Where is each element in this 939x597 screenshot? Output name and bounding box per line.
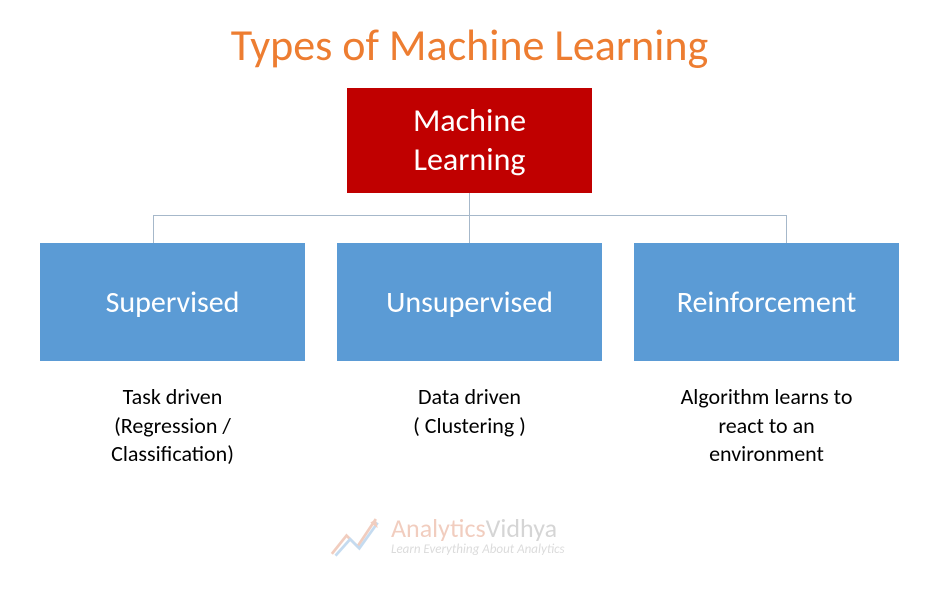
watermark-brand-a: Analytics xyxy=(391,512,486,544)
watermark-brand: AnalyticsVidhya xyxy=(391,515,565,541)
connector-drop-0 xyxy=(153,215,154,243)
child-desc: Data driven ( Clustering ) xyxy=(413,383,526,440)
child-desc: Task driven (Regression / Classification… xyxy=(111,383,234,469)
page-title: Types of Machine Learning xyxy=(0,0,939,72)
watermark-brand-b: Vidhya xyxy=(486,512,557,544)
children-row: Supervised Task driven (Regression / Cla… xyxy=(40,243,899,469)
watermark-tagline: Learn Everything About Analytics xyxy=(391,543,565,556)
root-node: Machine Learning xyxy=(347,88,592,193)
child-desc: Algorithm learns to react to an environm… xyxy=(681,383,853,469)
child-box: Unsupervised xyxy=(337,243,602,361)
connector-root-stem xyxy=(469,193,470,215)
child-node-supervised: Supervised Task driven (Regression / Cla… xyxy=(40,243,305,469)
watermark-arrow-icon xyxy=(330,508,385,563)
connector-drop-1 xyxy=(469,215,470,243)
child-box: Supervised xyxy=(40,243,305,361)
child-node-unsupervised: Unsupervised Data driven ( Clustering ) xyxy=(337,243,602,469)
child-node-reinforcement: Reinforcement Algorithm learns to react … xyxy=(634,243,899,469)
watermark: AnalyticsVidhya Learn Everything About A… xyxy=(330,500,640,570)
child-box: Reinforcement xyxy=(634,243,899,361)
connector-drop-2 xyxy=(786,215,787,243)
